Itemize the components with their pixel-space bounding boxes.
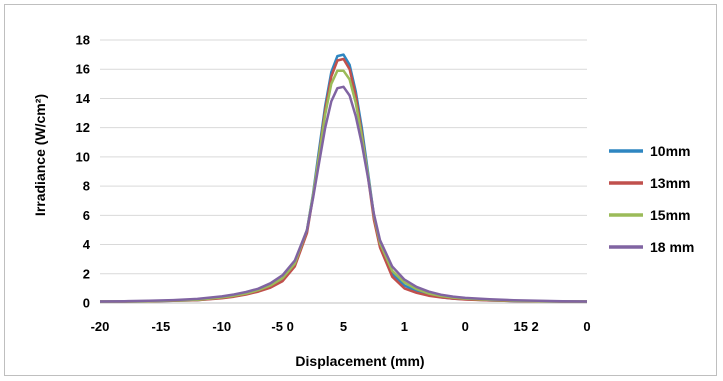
legend: 10mm 13mm 15mm 18 mm [609, 143, 694, 255]
series-lines [99, 53, 588, 303]
y-axis-ticks: 0 2 4 6 8 10 12 14 16 18 [76, 33, 91, 311]
x-tick-label: -15 [151, 319, 170, 334]
y-tick-label: 10 [76, 149, 90, 164]
y-tick-label: 12 [76, 120, 90, 135]
x-tick-label: -10 [212, 319, 231, 334]
gridlines [100, 39, 587, 304]
y-tick-label: 18 [76, 33, 90, 48]
y-tick-label: 16 [76, 62, 90, 77]
y-axis-title: Irradiance (W/cm²) [32, 94, 48, 216]
series-line-18mm [99, 85, 588, 303]
x-tick-label: 5 [340, 319, 347, 334]
legend-label: 13mm [650, 175, 690, 191]
y-tick-label: 2 [83, 266, 90, 281]
x-tick-label: -5 0 [271, 319, 293, 334]
x-tick-label: 0 [462, 319, 469, 334]
legend-label: 15mm [650, 207, 690, 223]
legend-label: 10mm [650, 143, 690, 159]
legend-label: 18 mm [650, 239, 694, 255]
y-tick-label: 6 [83, 208, 90, 223]
x-tick-label: 0 [583, 319, 590, 334]
y-tick-label: 14 [76, 91, 91, 106]
x-axis-title: Displacement (mm) [295, 353, 424, 369]
x-tick-label: 1 [401, 319, 408, 334]
x-tick-label: -20 [91, 319, 110, 334]
y-tick-label: 0 [83, 296, 90, 311]
x-tick-label: 15 2 [513, 319, 538, 334]
y-tick-label: 4 [83, 237, 91, 252]
series-line-10mm [100, 53, 587, 303]
y-tick-label: 8 [83, 179, 90, 194]
series-line-13mm [100, 57, 587, 303]
